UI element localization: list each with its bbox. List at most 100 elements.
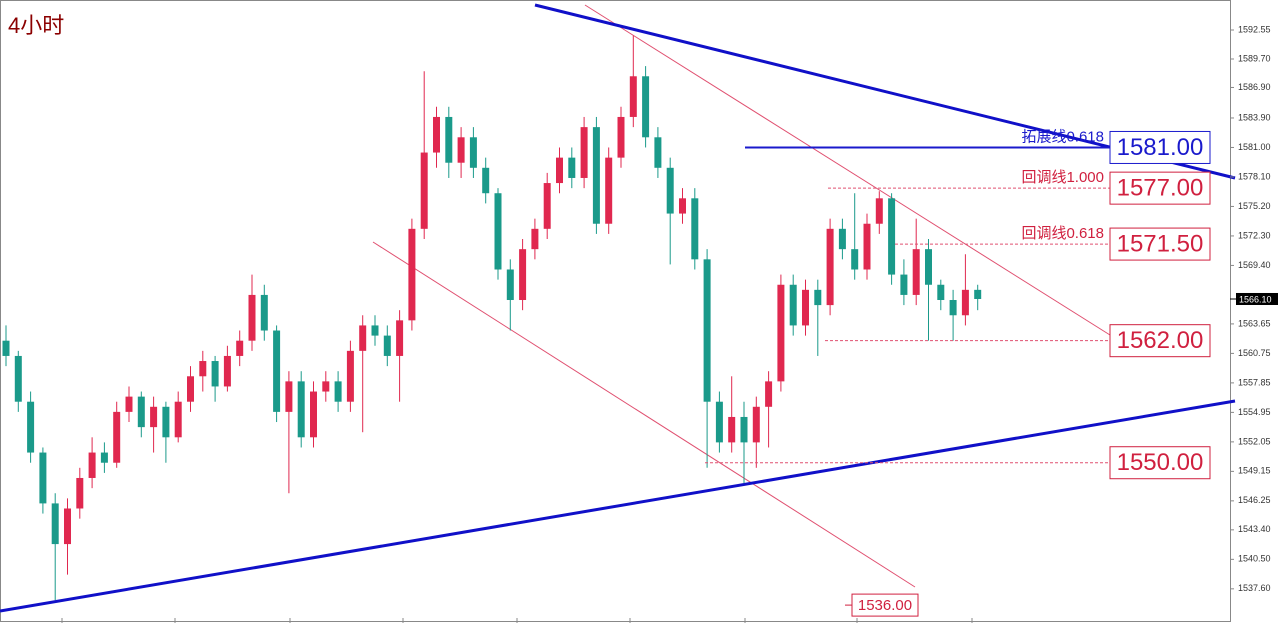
- y-tick-label: 1546.25: [1238, 495, 1271, 505]
- candle-body: [937, 284, 945, 301]
- candle-body: [974, 289, 982, 299]
- y-tick-label: 1575.20: [1238, 201, 1271, 211]
- candle-body: [433, 116, 440, 153]
- candle-body: [961, 289, 969, 316]
- candle-body: [629, 76, 637, 117]
- level-name: 拓展线0.618: [1021, 128, 1104, 145]
- candle-body: [543, 183, 551, 229]
- y-tick-label: 1578.10: [1238, 171, 1271, 181]
- candle-body: [236, 340, 244, 356]
- candle-body: [752, 406, 760, 443]
- candle-body: [14, 355, 22, 402]
- candle-body: [346, 350, 354, 402]
- candle-body: [310, 391, 317, 438]
- candle-body: [285, 381, 293, 412]
- candle-body: [408, 228, 416, 321]
- chart-title: 4小时: [8, 13, 64, 38]
- candle-body: [187, 376, 194, 402]
- candle-body: [2, 340, 10, 356]
- channel-line: [584, 4, 1111, 336]
- candle-body: [765, 381, 773, 407]
- candle-body: [912, 249, 920, 295]
- candle-body: [925, 249, 932, 285]
- candle-body: [137, 396, 145, 428]
- level-name: 回调线1.000: [1021, 169, 1104, 186]
- last-price-box: [1236, 292, 1278, 305]
- candle-body: [260, 294, 268, 331]
- candle-body: [174, 401, 182, 438]
- candle-body: [445, 116, 453, 163]
- candle-body: [248, 294, 256, 341]
- candle-body: [888, 198, 896, 275]
- y-tick-label: 1554.95: [1238, 407, 1271, 417]
- candle-body: [334, 381, 342, 402]
- level-box: [1109, 446, 1211, 480]
- candle-body: [728, 416, 736, 443]
- candle-body: [64, 508, 71, 545]
- channel-line: [372, 241, 916, 588]
- target-label: 1536.00: [858, 597, 912, 614]
- candle-body: [568, 157, 576, 178]
- candle-body: [715, 401, 723, 443]
- candle-body: [51, 503, 59, 545]
- candle-body: [297, 381, 305, 438]
- candle-body: [789, 284, 797, 326]
- candle-body: [605, 157, 613, 224]
- level-name: 回调线0.618: [1021, 225, 1104, 242]
- y-tick-label: 1581.00: [1238, 142, 1271, 152]
- level-label: 1550.00: [1117, 449, 1204, 476]
- candle-body: [777, 284, 785, 382]
- level-box: [1109, 324, 1211, 358]
- candle-body: [531, 228, 539, 250]
- y-tick-label: 1586.90: [1238, 82, 1271, 92]
- candle-body: [654, 137, 662, 168]
- plot-frame: [0, 0, 1231, 622]
- candle-body: [482, 167, 490, 194]
- y-tick-label: 1543.40: [1238, 524, 1271, 534]
- candle-body: [519, 249, 527, 301]
- candle-body: [814, 289, 822, 306]
- candle-body: [679, 198, 686, 214]
- candle-body: [322, 381, 330, 392]
- candle-body: [826, 228, 834, 306]
- candle-body: [703, 259, 711, 402]
- y-tick-label: 1592.55: [1238, 24, 1271, 34]
- y-tick-label: 1540.50: [1238, 554, 1271, 564]
- candle-body: [162, 406, 170, 438]
- candle-body: [396, 320, 404, 356]
- level-box: [1109, 171, 1211, 205]
- candle-body: [838, 228, 846, 250]
- level-label: 1581.00: [1117, 134, 1204, 161]
- target-box: [851, 593, 919, 617]
- candle-body: [76, 477, 84, 509]
- candle-body: [125, 396, 133, 412]
- candle-body: [494, 193, 502, 270]
- candle-body: [740, 416, 748, 443]
- level-box: [1109, 130, 1211, 164]
- candle-body: [666, 167, 674, 214]
- y-tick-label: 1572.30: [1238, 230, 1271, 240]
- candle-body: [371, 325, 379, 336]
- level-label: 1562.00: [1117, 327, 1204, 354]
- candle-body: [642, 76, 650, 138]
- y-tick-label: 1563.65: [1238, 318, 1271, 328]
- candle-body: [383, 335, 391, 356]
- candle-body: [506, 269, 514, 301]
- level-label: 1571.50: [1117, 230, 1204, 257]
- candle-body: [100, 452, 108, 463]
- trend-line: [0, 399, 1236, 613]
- candle-body: [863, 223, 871, 270]
- candle-body: [199, 361, 207, 377]
- candle-body: [359, 325, 367, 351]
- candle-body: [851, 249, 859, 270]
- candle-body: [691, 198, 699, 260]
- candle-body: [113, 411, 121, 463]
- y-tick-label: 1552.05: [1238, 436, 1271, 446]
- y-tick-label: 1569.40: [1238, 260, 1271, 270]
- last-price-label: 1566.10: [1239, 294, 1272, 304]
- candle-body: [211, 361, 219, 387]
- y-tick-label: 1560.75: [1238, 348, 1271, 358]
- candle-body: [949, 300, 957, 316]
- candle-body: [802, 289, 809, 326]
